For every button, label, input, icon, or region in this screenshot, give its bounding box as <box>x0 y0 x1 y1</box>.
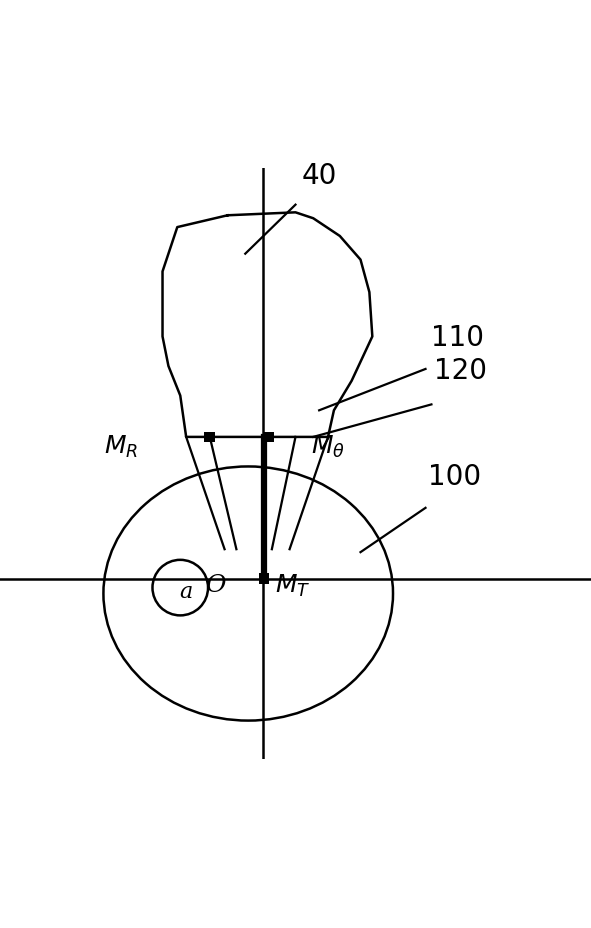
Text: $M_\theta$: $M_\theta$ <box>311 433 345 459</box>
Text: 120: 120 <box>434 356 488 384</box>
Bar <box>264 432 274 443</box>
Text: 110: 110 <box>431 324 485 352</box>
Text: 40: 40 <box>301 161 337 189</box>
Text: a: a <box>180 580 193 602</box>
Text: 100: 100 <box>428 462 482 491</box>
Text: $M_T$: $M_T$ <box>275 572 310 599</box>
Text: $M_R$: $M_R$ <box>104 433 138 459</box>
Text: O: O <box>206 574 226 597</box>
Bar <box>204 432 215 443</box>
Bar <box>259 574 269 585</box>
